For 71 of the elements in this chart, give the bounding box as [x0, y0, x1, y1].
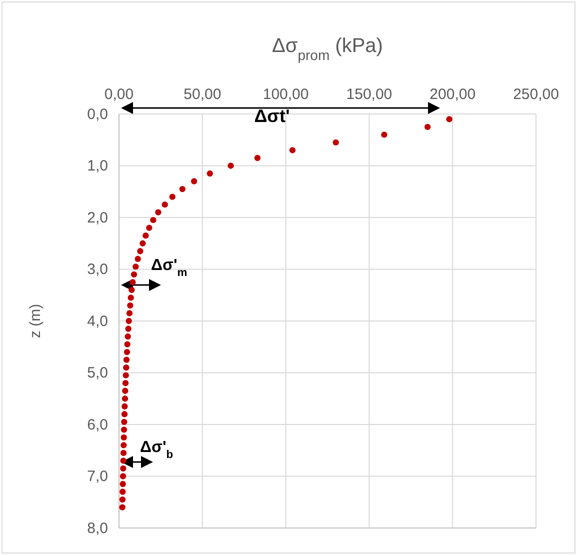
point: [122, 372, 129, 378]
x-tick-label: 150,00: [346, 86, 392, 103]
x-tick-label: 50,00: [184, 86, 222, 103]
point: [179, 186, 186, 192]
point: [122, 388, 128, 394]
point: [146, 224, 152, 231]
point: [424, 124, 431, 130]
y-tick-label: 2,0: [87, 209, 108, 226]
point: [120, 458, 126, 464]
point: [126, 318, 132, 324]
point: [123, 364, 130, 371]
point: [120, 450, 127, 456]
y-tick-label: 5,0: [87, 364, 108, 382]
point: [190, 178, 198, 184]
point: [128, 294, 134, 301]
point: [125, 326, 132, 332]
y-tick-label: 0,0: [87, 106, 108, 123]
point: [150, 217, 156, 224]
point: [120, 434, 127, 441]
y-tick-label: 8,0: [87, 520, 108, 537]
point: [120, 465, 126, 472]
point: [289, 147, 296, 154]
x-tick-label: 200,00: [430, 86, 476, 103]
point: [120, 442, 127, 448]
point: [122, 403, 128, 410]
y-axis-title: z (m): [27, 304, 44, 338]
y-tick-label: 1,0: [87, 158, 108, 175]
annotation: Δσ'$_{m}$: [151, 257, 188, 279]
point: [254, 154, 261, 162]
point: [124, 341, 130, 348]
annotation: Δσ'$_{b}$: [140, 439, 174, 461]
y-tick-label: 3,0: [87, 261, 108, 278]
annotation: Δσt': [254, 106, 290, 126]
point: [332, 139, 339, 146]
point: [134, 256, 141, 262]
point: [228, 162, 234, 169]
point: [122, 396, 128, 402]
x-tick-label: 250,00: [513, 86, 559, 103]
point: [120, 473, 126, 480]
point: [120, 488, 126, 495]
point: [128, 286, 135, 294]
point: [206, 170, 213, 177]
x-axis-title: Δσ$_{prom}$ (kPa): [272, 35, 383, 63]
point: [142, 232, 149, 239]
point: [169, 194, 176, 200]
y-tick-label: 4,0: [87, 312, 108, 330]
point: [140, 240, 146, 246]
point: [124, 333, 131, 340]
point: [121, 418, 128, 425]
point: [127, 302, 134, 309]
y-tick-label: 7,0: [87, 468, 108, 486]
x-tick-label: 100,00: [262, 86, 309, 103]
point: [381, 132, 388, 138]
point: [162, 201, 168, 208]
point: [126, 310, 133, 316]
point: [119, 504, 126, 510]
point: [130, 279, 136, 286]
point: [137, 248, 144, 254]
point: [155, 209, 162, 216]
point: [124, 348, 130, 356]
point: [122, 380, 129, 386]
y-tick-label: 6,0: [87, 416, 108, 434]
point: [446, 116, 452, 122]
point: [120, 480, 126, 488]
point: [119, 496, 126, 503]
x-tick-label: 0,00: [104, 86, 134, 103]
point: [121, 411, 128, 418]
point: [130, 271, 138, 278]
point: [120, 426, 128, 433]
point: [132, 264, 139, 270]
point: [123, 356, 130, 363]
